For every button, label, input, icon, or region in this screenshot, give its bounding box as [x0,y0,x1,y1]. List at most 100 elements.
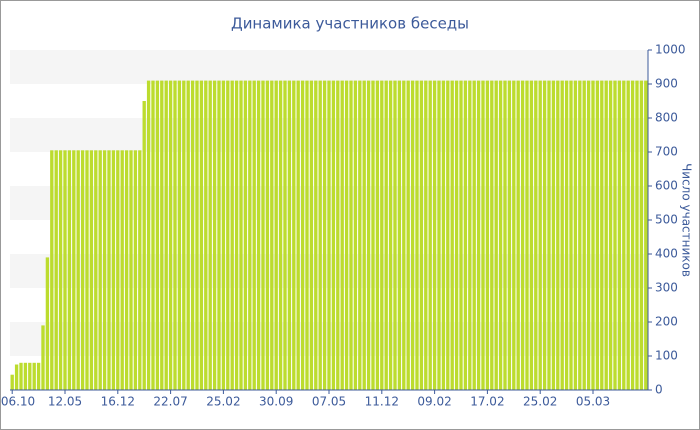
bar [217,80,221,390]
bar [256,80,261,390]
bar [639,80,644,390]
bar [498,80,503,390]
bar [481,80,485,390]
bar [393,80,397,390]
bar [182,80,186,390]
bar [595,80,600,390]
bar [226,80,230,390]
bar [221,80,226,390]
bar [503,80,507,390]
bar [300,80,305,390]
bar [45,257,50,390]
bar [380,80,384,390]
bar [270,80,274,390]
bar [151,80,155,390]
bar [428,80,432,390]
bar [160,80,164,390]
bar [32,362,36,390]
y-tick-label: 1000 [655,43,686,57]
bar [432,80,437,390]
bar [146,80,151,390]
bar [23,362,28,390]
bar [560,80,564,390]
bar [446,80,450,390]
bar [569,80,573,390]
y-tick-label: 600 [655,179,678,193]
bar [542,80,547,390]
bar [314,80,318,390]
y-axis-label: Число участников [680,163,694,277]
x-tick-label: 30.09 [259,395,293,409]
bar [190,80,195,390]
x-tick-label: 09.02 [417,395,451,409]
bar [622,80,626,390]
bar [116,150,120,390]
bar [58,150,63,390]
bar [472,80,476,390]
bar [98,150,102,390]
bar [230,80,234,390]
x-tick-label: 12.05 [48,395,82,409]
y-tick-label: 100 [655,349,678,363]
bar [14,364,19,390]
bar [512,80,516,390]
bar [556,80,560,390]
bar [366,80,371,390]
bar [410,80,415,390]
x-tick-label: 11.12 [365,395,399,409]
bar [626,80,630,390]
bar [507,80,512,390]
bar [494,80,498,390]
bar [102,150,107,390]
bar [94,150,98,390]
bar [336,80,340,390]
y-tick-label: 400 [655,247,678,261]
bar [234,80,239,390]
bar [120,150,124,390]
bar [252,80,256,390]
x-tick-label: 25.02 [523,395,557,409]
bar [164,80,168,390]
bar [248,80,252,390]
x-tick-label: 16.12 [101,395,135,409]
bar [261,80,265,390]
bar [19,362,23,390]
bar [384,80,388,390]
bar [564,80,569,390]
bar [630,80,635,390]
bar [340,80,344,390]
grid-band [10,50,648,84]
bar [358,80,362,390]
bar [573,80,578,390]
bar [129,150,133,390]
y-tick-label: 900 [655,77,678,91]
bar [516,80,520,390]
bar [644,80,648,390]
bar [551,80,556,390]
bar [520,80,525,390]
bar [309,80,314,390]
bar [322,80,327,390]
x-tick-label: 07.05 [312,395,346,409]
y-tick-label: 300 [655,281,678,295]
bar [586,80,591,390]
bar [138,150,142,390]
bar [547,80,551,390]
bar [111,150,116,390]
bar [485,80,490,390]
bar [63,150,67,390]
bar [239,80,243,390]
bar [538,80,542,390]
bar [124,150,129,390]
bar [76,150,80,390]
bar [85,150,89,390]
bar [437,80,441,390]
bar [353,80,358,390]
bar [578,80,582,390]
bar [362,80,366,390]
bar [265,80,270,390]
bar [133,150,138,390]
bar [476,80,481,390]
y-tick-label: 500 [655,213,678,227]
bar [155,80,160,390]
